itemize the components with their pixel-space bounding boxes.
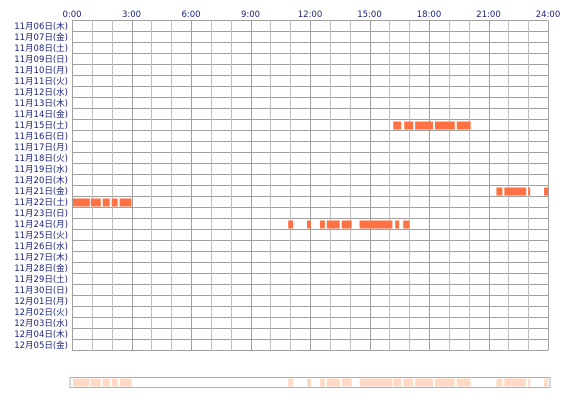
- activity-bar: [326, 220, 340, 229]
- date-label: 11月24日(月): [14, 220, 68, 230]
- activity-bar: [102, 198, 110, 207]
- summary-segment: [395, 378, 400, 387]
- summary-segment: [319, 378, 325, 387]
- date-label: 11月23日(日): [14, 209, 68, 219]
- activity-bar: [434, 121, 455, 130]
- summary-segment: [90, 378, 101, 387]
- x-axis-tick-labels: 0:00 3:00 6:00 9:00 12:00 15:00 18:00 21:00 24:0…: [62, 10, 560, 20]
- summary-segment: [111, 378, 118, 387]
- activity-bar: [359, 220, 393, 229]
- date-label: 11月14日(金): [14, 109, 68, 120]
- activity-bar: [341, 220, 352, 229]
- activity-bar: [395, 220, 400, 229]
- summary-segment: [72, 378, 90, 387]
- summary-segment: [326, 378, 340, 387]
- summary-segment: [307, 378, 311, 387]
- activity-bar: [528, 187, 531, 196]
- activity-bar: [119, 198, 132, 207]
- summary-segment: [504, 378, 527, 387]
- x-tick-label: 18:00: [417, 10, 442, 20]
- date-label: 11月19日(水): [14, 164, 68, 175]
- date-label: 11月29日(土): [14, 274, 68, 285]
- activity-bar: [403, 220, 410, 229]
- summary-strip: [69, 377, 551, 388]
- date-label: 11月08日(土): [14, 43, 68, 54]
- summary-segment: [288, 378, 294, 387]
- activity-bar: [415, 121, 433, 130]
- date-label: 11月07日(金): [14, 32, 68, 43]
- summary-segment: [359, 378, 393, 387]
- date-label: 11月28日(金): [14, 263, 68, 274]
- activity-bars: [72, 121, 548, 229]
- date-label: 12月03日(水): [14, 318, 68, 329]
- date-label: 11月30日(日): [14, 286, 68, 296]
- date-label: 11月20日(木): [14, 175, 68, 186]
- date-label: 11月15日(土): [14, 120, 68, 131]
- date-label: 11月17日(月): [14, 143, 68, 153]
- date-label: 11月22日(土): [14, 197, 68, 208]
- date-label: 11月06日(木): [14, 21, 68, 32]
- x-tick-label: 3:00: [122, 10, 141, 20]
- summary-segment: [544, 378, 548, 387]
- date-label: 12月05日(金): [14, 340, 68, 351]
- x-tick-label: 21:00: [476, 10, 501, 20]
- activity-bar: [319, 220, 325, 229]
- summary-segment: [528, 378, 531, 387]
- x-tick-label: 15:00: [357, 10, 382, 20]
- x-tick-label: 9:00: [241, 10, 260, 20]
- activity-bar: [504, 187, 527, 196]
- date-label: 12月04日(木): [14, 329, 68, 340]
- activity-bar: [404, 121, 414, 130]
- activity-bar: [288, 220, 294, 229]
- date-label: 11月09日(日): [14, 55, 68, 65]
- activity-bar: [307, 220, 311, 229]
- date-label: 11月26日(水): [14, 241, 68, 252]
- activity-bar: [72, 198, 90, 207]
- date-label: 11月18日(火): [14, 154, 68, 164]
- date-label: 11月16日(日): [14, 132, 68, 142]
- date-label: 11月21日(金): [14, 186, 68, 197]
- activity-bar: [496, 187, 503, 196]
- x-tick-label: 6:00: [181, 10, 200, 20]
- summary-segment: [434, 378, 455, 387]
- date-label: 11月13日(木): [14, 98, 68, 109]
- date-label: 11月11日(火): [14, 77, 68, 87]
- summary-segment: [456, 378, 471, 387]
- x-tick-label: 24:00: [536, 10, 561, 20]
- summary-segment: [403, 378, 410, 387]
- date-labels: 11月06日(木)11月07日(金)11月08日(土)11月09日(日)11月1…: [14, 21, 68, 351]
- date-label: 11月10日(月): [14, 66, 68, 76]
- summary-segment: [119, 378, 132, 387]
- date-label: 12月01日(月): [14, 297, 68, 307]
- date-label: 11月25日(火): [14, 231, 68, 241]
- activity-bar: [90, 198, 101, 207]
- summary-segment: [341, 378, 352, 387]
- activity-bar: [456, 121, 471, 130]
- date-label: 12月02日(火): [14, 308, 68, 318]
- activity-bar: [393, 121, 402, 130]
- summary-segment: [415, 378, 433, 387]
- x-tick-label: 12:00: [298, 10, 323, 20]
- activity-bar: [111, 198, 118, 207]
- date-label: 11月27日(木): [14, 252, 68, 263]
- x-tick-label: 0:00: [62, 10, 81, 20]
- activity-bar: [544, 187, 548, 196]
- summary-segment: [496, 378, 503, 387]
- grid-lines: [72, 20, 549, 351]
- summary-segment: [102, 378, 110, 387]
- date-label: 11月12日(水): [14, 87, 68, 98]
